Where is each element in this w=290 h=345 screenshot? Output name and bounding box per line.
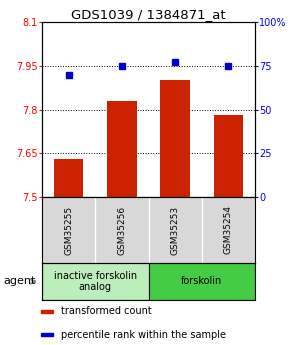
- Text: forskolin: forskolin: [181, 276, 222, 286]
- Bar: [54, 159, 83, 197]
- Bar: [214, 115, 243, 197]
- Text: agent: agent: [3, 276, 35, 286]
- Bar: [107, 101, 137, 197]
- Bar: [42, 263, 148, 300]
- Text: inactive forskolin
analog: inactive forskolin analog: [54, 271, 137, 292]
- Text: GSM35253: GSM35253: [171, 205, 180, 255]
- Title: GDS1039 / 1384871_at: GDS1039 / 1384871_at: [71, 8, 226, 21]
- Text: GSM35256: GSM35256: [117, 205, 126, 255]
- Bar: [160, 80, 190, 197]
- Bar: [41, 333, 53, 336]
- Bar: [148, 263, 255, 300]
- Text: GSM35255: GSM35255: [64, 205, 73, 255]
- Bar: [41, 310, 53, 313]
- Text: GSM35254: GSM35254: [224, 206, 233, 255]
- Text: transformed count: transformed count: [61, 306, 152, 316]
- Text: percentile rank within the sample: percentile rank within the sample: [61, 330, 226, 339]
